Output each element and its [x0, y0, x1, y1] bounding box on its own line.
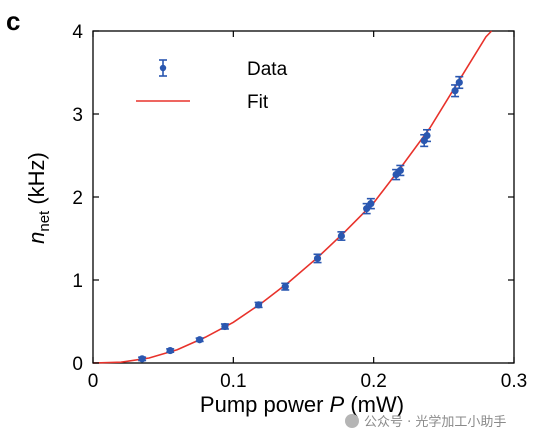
data-marker	[367, 200, 375, 208]
legend-label-fit: Fit	[247, 92, 269, 113]
data-point	[422, 128, 431, 143]
y-tick-label: 2	[72, 188, 83, 209]
data-series	[138, 75, 464, 363]
y-tick-label: 0	[72, 354, 83, 375]
plot-frame	[92, 30, 515, 364]
legend: Data Fit	[136, 59, 288, 113]
y-axis-label: nnet (kHz)	[24, 152, 53, 244]
data-marker	[396, 166, 404, 175]
data-point	[220, 322, 229, 331]
legend-dot	[159, 64, 167, 72]
x-tick-label: 0	[88, 371, 99, 392]
data-point	[138, 355, 147, 363]
data-point	[166, 346, 175, 355]
panel-label: c	[6, 6, 20, 36]
data-marker	[196, 336, 204, 344]
data-marker	[281, 283, 289, 291]
data-point	[281, 282, 290, 291]
data-point	[366, 197, 375, 210]
data-point	[455, 75, 464, 90]
data-marker	[166, 346, 174, 355]
fit-line	[92, 30, 493, 364]
plot-area	[92, 30, 515, 364]
data-point	[313, 253, 322, 264]
data-point	[254, 301, 263, 309]
x-tick-label: 0.1	[220, 371, 246, 392]
x-tick-label: 0.2	[360, 371, 386, 392]
data-marker	[254, 301, 263, 309]
y-tick-label: 4	[72, 22, 83, 43]
data-marker	[313, 254, 322, 263]
watermark-text: 公众号 · 光学加工小助手	[364, 414, 506, 430]
data-point	[337, 231, 346, 241]
data-point	[451, 84, 460, 98]
data-marker	[138, 355, 146, 363]
data-marker	[337, 232, 345, 240]
axis-ticks: 0 0.1 0.2 0.3 0 1 2 3 4	[72, 22, 527, 392]
legend-label-data: Data	[247, 59, 288, 80]
data-marker	[423, 131, 431, 140]
legend-data-marker	[159, 59, 167, 77]
data-point	[396, 164, 405, 177]
y-tick-label: 1	[72, 271, 83, 292]
fit-curve	[92, 30, 493, 364]
data-marker	[221, 322, 229, 331]
data-point	[195, 336, 204, 344]
wechat-icon	[345, 414, 359, 428]
data-marker	[363, 205, 371, 213]
x-axis-label: Pump power P (mW)	[200, 392, 404, 417]
y-tick-label: 3	[72, 105, 83, 126]
data-marker	[455, 78, 463, 87]
watermark: 公众号 · 光学加工小助手	[345, 414, 506, 430]
x-tick-label: 0.3	[501, 371, 527, 392]
